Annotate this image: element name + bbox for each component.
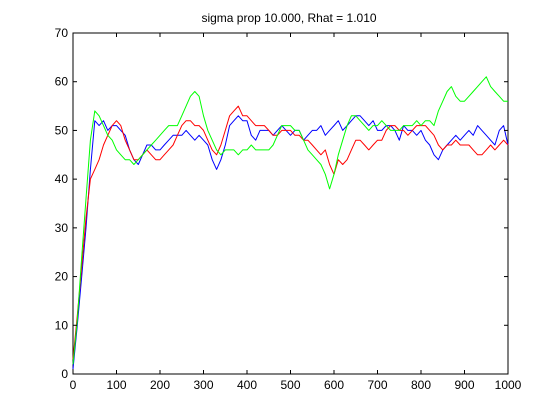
x-tick-label: 900 bbox=[454, 378, 474, 392]
plot-area: 0 100 200 300 400 500 600 700 800 900 1000 0 10 20 30… bbox=[55, 26, 522, 392]
x-tick-label: 700 bbox=[367, 378, 387, 392]
y-tick-label: 30 bbox=[55, 221, 69, 235]
x-tick-label: 300 bbox=[193, 378, 213, 392]
y-tick-label: 10 bbox=[55, 318, 69, 332]
x-tick-label: 200 bbox=[150, 378, 170, 392]
x-tick-label: 0 bbox=[70, 378, 77, 392]
y-tick-label: 0 bbox=[61, 367, 68, 381]
y-tick-label: 70 bbox=[55, 26, 69, 40]
series-line-1 bbox=[72, 115, 509, 370]
y-tick-label: 20 bbox=[55, 270, 69, 284]
x-tick-label: 600 bbox=[324, 378, 344, 392]
x-tick-label: 1000 bbox=[495, 378, 522, 392]
y-tick-label: 40 bbox=[55, 172, 69, 186]
chart-title: sigma prop 10.000, Rhat = 1.010 bbox=[201, 11, 376, 25]
x-tick-label: 100 bbox=[106, 378, 126, 392]
axes-box bbox=[72, 32, 509, 375]
x-tick-label: 400 bbox=[237, 378, 257, 392]
y-tick-label: 60 bbox=[55, 75, 69, 89]
y-tick-label: 50 bbox=[55, 123, 69, 137]
x-axis: 0 100 200 300 400 500 600 700 800 900 1000 bbox=[70, 33, 522, 392]
x-tick-label: 800 bbox=[411, 378, 431, 392]
y-axis: 0 10 20 30 40 50 60 70 bbox=[55, 26, 508, 381]
series-layer bbox=[72, 76, 509, 370]
series-line-3 bbox=[72, 76, 508, 365]
x-tick-label: 500 bbox=[280, 378, 300, 392]
